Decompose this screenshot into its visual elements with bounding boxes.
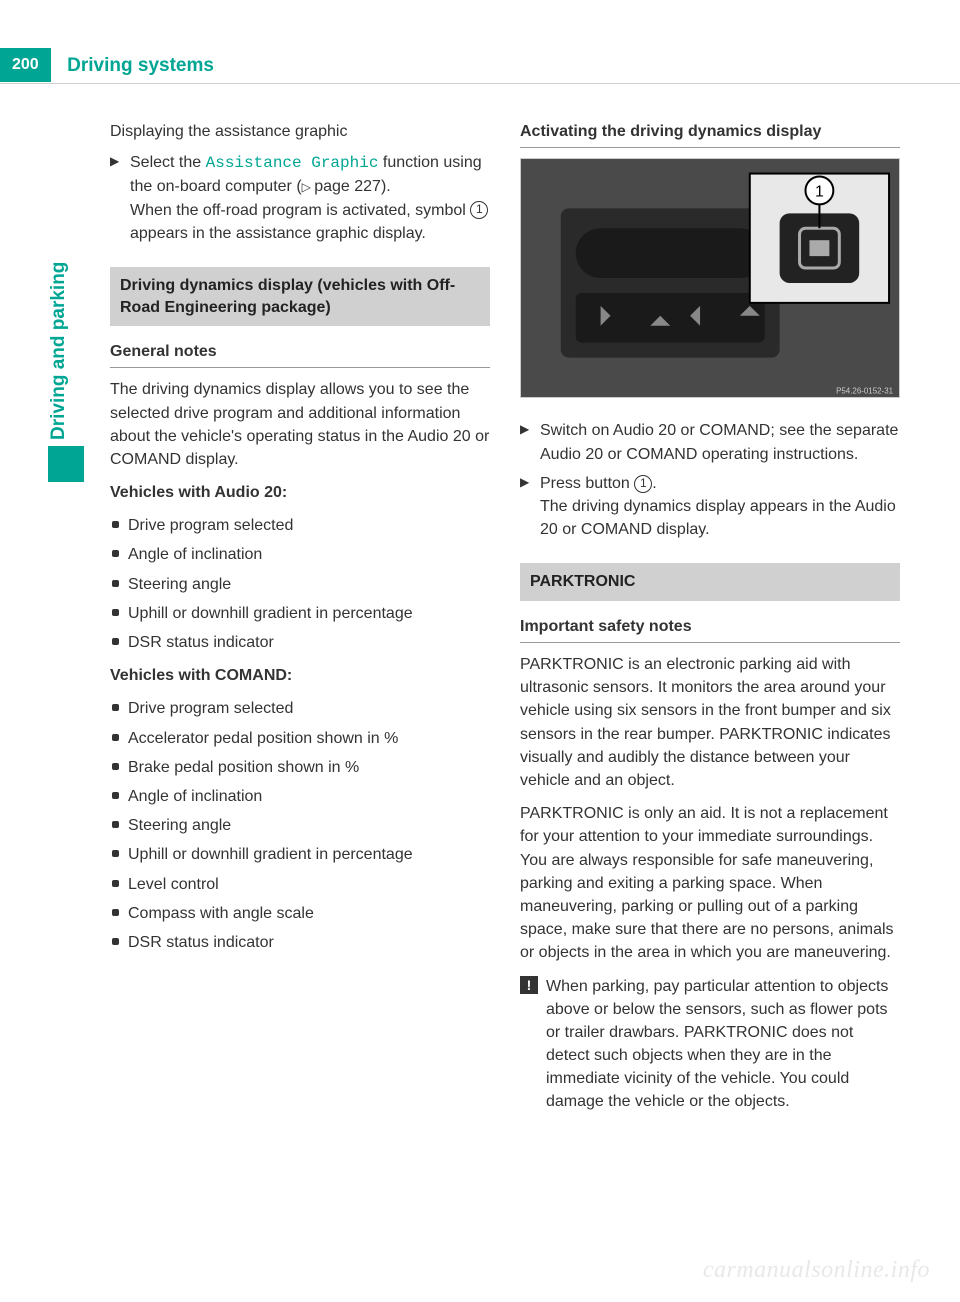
list-item: Brake pedal position shown in % <box>110 756 490 779</box>
list-label: Vehicles with Audio 20: <box>110 481 490 504</box>
list-item: DSR status indicator <box>110 631 490 654</box>
step-item: Switch on Audio 20 or COMAND; see the se… <box>520 419 900 465</box>
step-text: ). <box>381 178 391 195</box>
content-area: Displaying the assistance graphic Select… <box>110 120 900 1114</box>
body-paragraph: PARKTRONIC is an electronic parking aid … <box>520 653 900 792</box>
list-item: Level control <box>110 873 490 896</box>
callout-symbol-icon: 1 <box>634 475 652 493</box>
list-item: Drive program selected <box>110 514 490 537</box>
dashboard-button-figure: 1 P54.26-0152-31 <box>520 158 900 398</box>
watermark: carmanualsonline.info <box>703 1257 930 1284</box>
step-text: Press button <box>540 475 634 492</box>
section-heading-box: PARKTRONIC <box>520 563 900 601</box>
step-item: Select the Assistance Graphic function u… <box>110 151 490 245</box>
comand-list: Drive program selected Accelerator pedal… <box>110 697 490 954</box>
assistance-graphic-link: Assistance Graphic <box>206 154 379 172</box>
step-result: When the off-road program is activated, … <box>130 202 470 219</box>
page-title: Driving systems <box>55 48 226 84</box>
callout-symbol-icon: 1 <box>470 201 488 219</box>
list-item: DSR status indicator <box>110 931 490 954</box>
step-list: Select the Assistance Graphic function u… <box>110 151 490 245</box>
subheading: Important safety notes <box>520 615 900 643</box>
page-number: 200 <box>0 48 51 82</box>
body-paragraph: The driving dynamics display allows you … <box>110 378 490 471</box>
step-result: The driving dynamics display appears in … <box>540 498 896 538</box>
list-item: Angle of inclination <box>110 543 490 566</box>
list-item: Steering angle <box>110 814 490 837</box>
page-reference: page 227 <box>302 178 381 195</box>
page-header: 200 Driving systems <box>0 48 960 84</box>
subheading: General notes <box>110 340 490 368</box>
step-text: Select the <box>130 154 206 171</box>
subheading: Activating the driving dynamics display <box>520 120 900 148</box>
step-text: . <box>652 475 656 492</box>
side-tab-marker <box>48 446 84 482</box>
step-list: Switch on Audio 20 or COMAND; see the se… <box>520 419 900 541</box>
svg-text:1: 1 <box>815 184 824 201</box>
side-tab-label: Driving and parking <box>48 160 70 440</box>
right-column: Activating the driving dynamics display … <box>520 120 900 1114</box>
left-column: Displaying the assistance graphic Select… <box>110 120 490 1114</box>
list-item: Uphill or downhill gradient in percentag… <box>110 843 490 866</box>
list-item: Angle of inclination <box>110 785 490 808</box>
note-list: When parking, pay particular attention t… <box>520 975 900 1114</box>
list-item: Compass with angle scale <box>110 902 490 925</box>
side-tab: Driving and parking <box>48 160 84 480</box>
list-item: Accelerator pedal position shown in % <box>110 727 490 750</box>
left-subhead: Displaying the assistance graphic <box>110 120 490 143</box>
audio20-list: Drive program selected Angle of inclinat… <box>110 514 490 654</box>
note-item: When parking, pay particular attention t… <box>520 975 900 1114</box>
step-result: appears in the assistance graphic displa… <box>130 225 426 242</box>
list-item: Drive program selected <box>110 697 490 720</box>
svg-text:P54.26-0152-31: P54.26-0152-31 <box>836 387 894 396</box>
section-heading-box: Driving dynamics display (vehicles with … <box>110 267 490 326</box>
list-item: Uphill or downhill gradient in percentag… <box>110 602 490 625</box>
list-item: Steering angle <box>110 573 490 596</box>
list-label: Vehicles with COMAND: <box>110 664 490 687</box>
step-item: Press button 1. The driving dynamics dis… <box>520 472 900 542</box>
body-paragraph: PARKTRONIC is only an aid. It is not a r… <box>520 802 900 964</box>
